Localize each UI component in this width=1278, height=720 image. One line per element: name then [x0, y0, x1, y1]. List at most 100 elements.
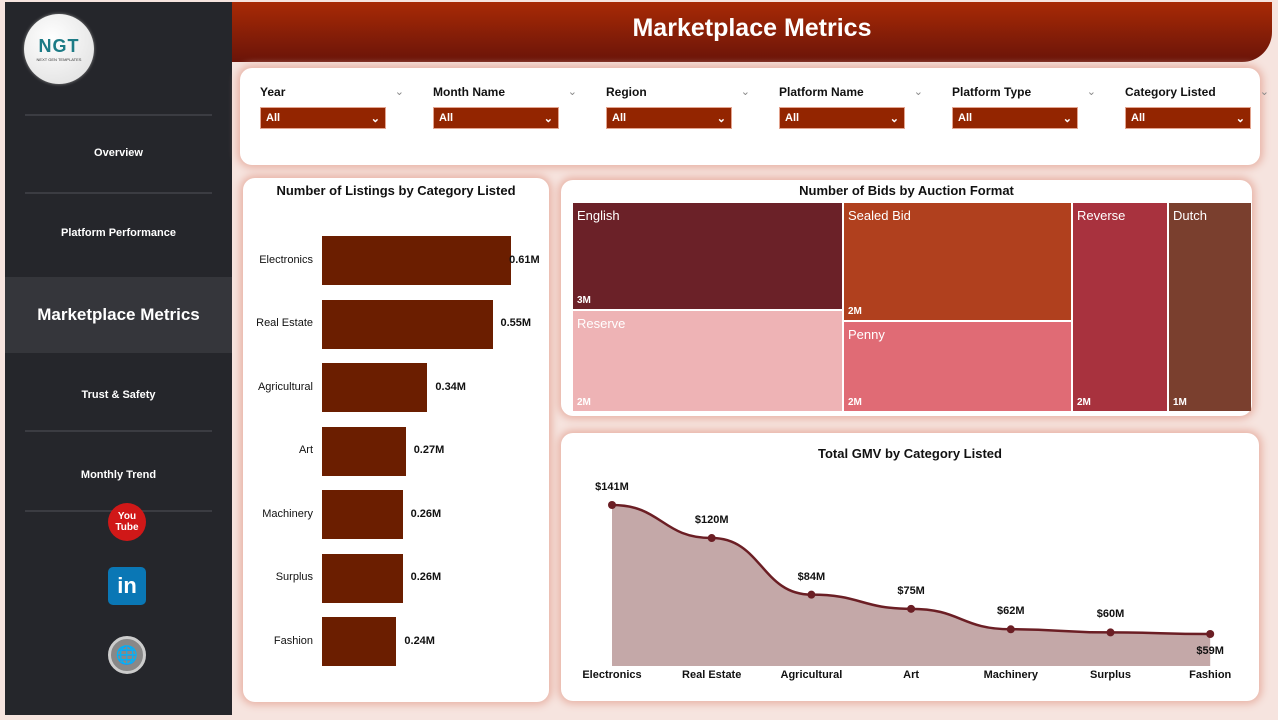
- bar[interactable]: [322, 617, 397, 666]
- bar-category-label: Electronics: [259, 253, 313, 266]
- treemap-tile[interactable]: Reverse 2M: [1073, 203, 1167, 411]
- tile-name: Dutch: [1173, 208, 1207, 223]
- bar-category-label: Real Estate: [256, 317, 313, 329]
- gmv-point[interactable]: [907, 604, 916, 613]
- nav-trust-safety[interactable]: Trust & Safety: [81, 389, 156, 401]
- bar-value-label: 0.26M: [410, 571, 442, 583]
- bar-value-label: 0.24M: [404, 634, 435, 647]
- chevron-down-icon: ⌄: [1235, 112, 1245, 125]
- page-title: Marketplace Metrics: [232, 2, 1272, 62]
- chart-title: Number of Listings by Category Listed: [276, 183, 516, 198]
- x-axis-label: Art: [903, 669, 920, 681]
- gmv-point[interactable]: [1006, 625, 1015, 634]
- chevron-down-icon: ⌄: [889, 112, 899, 125]
- dropdown-value: All: [958, 112, 973, 124]
- website-icon[interactable]: 🌐: [107, 635, 147, 675]
- treemap-tile[interactable]: Penny 2M: [844, 322, 1071, 411]
- chevron-down-icon[interactable]: ⌄: [913, 86, 923, 98]
- bar[interactable]: [322, 553, 403, 603]
- chevron-down-icon: ⌄: [543, 112, 553, 125]
- gmv-value-label: $120M: [694, 514, 729, 527]
- bar[interactable]: [322, 490, 403, 539]
- gmv-value-label: $75M: [897, 584, 925, 597]
- gmv-value-label: $59M: [1196, 644, 1224, 657]
- chevron-down-icon: ⌄: [716, 112, 726, 125]
- treemap-tile[interactable]: English 3M: [573, 203, 842, 309]
- bar-category-label: Agricultural: [257, 380, 313, 393]
- tile-name: Reverse: [1077, 208, 1126, 223]
- platform-type-dropdown[interactable]: All ⌄: [952, 107, 1078, 129]
- tile-value: 3M: [577, 295, 591, 306]
- treemap-tile[interactable]: Sealed Bid 2M: [844, 203, 1071, 320]
- bar[interactable]: [322, 426, 406, 476]
- platform-name-dropdown[interactable]: All ⌄: [779, 107, 905, 129]
- bar-value-label: 0.34M: [435, 380, 466, 393]
- ngt-logo: NGT NEXT GEN TEMPLATES: [24, 14, 94, 84]
- filter-label: Platform Type: [952, 85, 1032, 99]
- dropdown-value: All: [612, 112, 627, 124]
- divider: [25, 192, 212, 194]
- dropdown-value: All: [266, 112, 281, 124]
- chevron-down-icon[interactable]: ⌄: [567, 86, 577, 98]
- x-axis-label: Fashion: [1189, 669, 1232, 681]
- bar[interactable]: [322, 236, 512, 285]
- gmv-point[interactable]: [1106, 628, 1115, 637]
- x-axis-label: Electronics: [582, 669, 642, 681]
- tile-value: 2M: [848, 306, 862, 317]
- filter-label: Region: [606, 85, 647, 99]
- treemap-tile[interactable]: Reserve 2M: [573, 311, 842, 411]
- logo-subtext: NEXT GEN TEMPLATES: [36, 57, 82, 62]
- chevron-down-icon[interactable]: ⌄: [1259, 86, 1269, 98]
- gmv-point[interactable]: [707, 534, 716, 543]
- gmv-value-label: $141M: [595, 481, 629, 493]
- bar-value-label: 0.55M: [500, 317, 532, 329]
- filter-platform-type: Platform Type ⌄ All ⌄: [952, 85, 1102, 129]
- filter-category-listed: Category Listed ⌄ All ⌄: [1125, 85, 1275, 129]
- category-dropdown[interactable]: All ⌄: [1125, 107, 1251, 129]
- chart-title: Total GMV by Category Listed: [818, 446, 1002, 461]
- divider: [25, 430, 212, 432]
- filter-platform-name: Platform Name ⌄ All ⌄: [779, 85, 929, 129]
- filter-region: Region ⌄ All ⌄: [606, 85, 756, 129]
- bar[interactable]: [322, 363, 428, 412]
- nav-platform-performance[interactable]: Platform Performance: [61, 227, 176, 239]
- chevron-down-icon: ⌄: [1062, 112, 1072, 125]
- chevron-down-icon[interactable]: ⌄: [1086, 86, 1096, 98]
- bar-category-label: Fashion: [273, 634, 313, 647]
- dropdown-value: All: [439, 112, 454, 124]
- dropdown-value: All: [1131, 112, 1146, 124]
- logo-text: NGT: [38, 36, 80, 56]
- gmv-point[interactable]: [1206, 629, 1215, 638]
- tile-value: 2M: [1077, 397, 1091, 408]
- linkedin-icon[interactable]: in: [107, 566, 147, 606]
- nav-monthly-trend[interactable]: Monthly Trend: [80, 469, 157, 481]
- filter-label: Month Name: [433, 85, 505, 99]
- x-axis-label: Machinery: [983, 669, 1038, 681]
- nav-overview[interactable]: Overview: [94, 147, 143, 159]
- nav-marketplace-metrics[interactable]: Marketplace Metrics: [5, 277, 232, 353]
- gmv-point[interactable]: [807, 590, 816, 599]
- dropdown-value: All: [785, 112, 800, 124]
- tile-value: 2M: [577, 397, 591, 408]
- region-dropdown[interactable]: All ⌄: [606, 107, 732, 129]
- month-dropdown[interactable]: All ⌄: [433, 107, 559, 129]
- chevron-down-icon[interactable]: ⌄: [394, 86, 404, 98]
- gmv-point[interactable]: [608, 501, 616, 509]
- filter-month-name: Month Name ⌄ All ⌄: [433, 85, 583, 129]
- filter-label: Year: [260, 85, 286, 99]
- gmv-area: [612, 505, 1211, 666]
- tile-name: Penny: [848, 327, 885, 342]
- gmv-value-label: $62M: [997, 605, 1025, 618]
- tile-name: Sealed Bid: [848, 208, 911, 223]
- x-axis-label: Real Estate: [682, 669, 742, 681]
- bar[interactable]: [322, 299, 493, 349]
- treemap-tile[interactable]: Dutch 1M: [1169, 203, 1251, 411]
- youtube-icon[interactable]: You Tube: [107, 502, 147, 542]
- filter-label: Category Listed: [1125, 85, 1216, 99]
- filter-panel: [240, 68, 1260, 165]
- chevron-down-icon[interactable]: ⌄: [740, 86, 750, 98]
- filter-year: Year ⌄ All ⌄: [260, 85, 410, 129]
- year-dropdown[interactable]: All ⌄: [260, 107, 386, 129]
- bar-category-label: Machinery: [262, 507, 313, 520]
